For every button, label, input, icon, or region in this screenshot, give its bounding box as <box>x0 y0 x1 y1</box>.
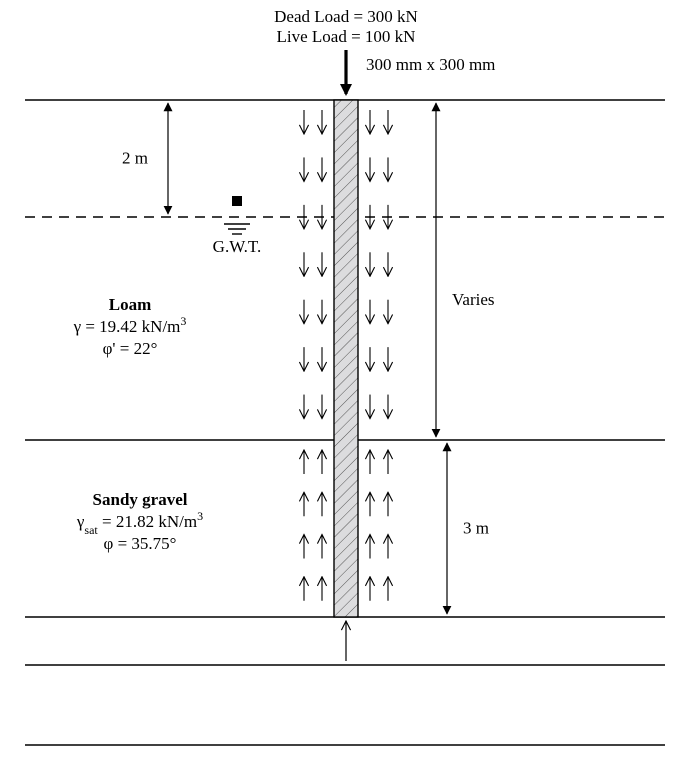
gwt-square-icon <box>232 196 242 206</box>
gwt-label: G.W.T. <box>213 237 262 256</box>
soil1-phi: φ' = 22° <box>103 339 158 358</box>
soil2-phi: φ = 35.75° <box>104 534 177 553</box>
dim-2m-label: 2 m <box>122 149 148 168</box>
live-load-label: Live Load = 100 kN <box>277 27 416 46</box>
dead-load-label: Dead Load = 300 kN <box>274 7 418 26</box>
section-label: 300 mm x 300 mm <box>366 55 495 74</box>
dim-3m-label: 3 m <box>463 519 489 538</box>
dim-varies-label: Varies <box>452 290 494 309</box>
soil1-gamma: γ = 19.42 kN/m3 <box>73 314 187 336</box>
pile <box>334 100 358 617</box>
soil2-name: Sandy gravel <box>93 490 188 509</box>
soil1-name: Loam <box>109 295 152 314</box>
